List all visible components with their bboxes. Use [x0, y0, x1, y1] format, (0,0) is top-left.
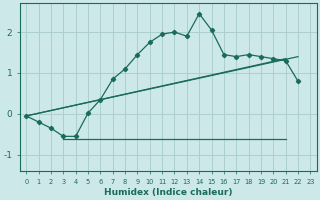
- X-axis label: Humidex (Indice chaleur): Humidex (Indice chaleur): [104, 188, 233, 197]
